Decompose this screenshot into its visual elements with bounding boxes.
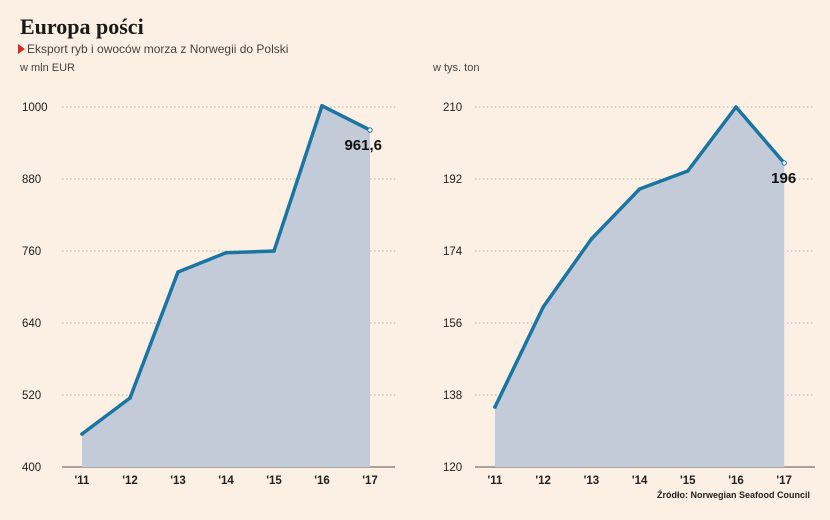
left-data-point — [128, 396, 132, 400]
left-data-point — [272, 249, 276, 253]
left-y-tick-label: 760 — [22, 246, 41, 258]
chart-subtitle: Eksport ryb i owoców morza z Norwegii do… — [18, 42, 288, 56]
right-x-tick-label: '15 — [680, 475, 696, 487]
right-last-value-label: 196 — [771, 170, 796, 187]
left-x-tick-label: '17 — [362, 475, 378, 487]
subtitle-text: Eksport ryb i owoców morza z Norwegii do… — [27, 42, 289, 56]
right-y-tick-label: 192 — [443, 174, 462, 186]
left-data-point — [224, 251, 228, 255]
triangle-marker-icon — [18, 44, 25, 54]
left-data-point — [367, 127, 373, 133]
right-data-point — [493, 405, 497, 409]
right-x-tick-label: '17 — [776, 475, 792, 487]
left-y-tick-label: 520 — [22, 390, 41, 402]
right-data-point — [781, 160, 787, 166]
left-x-tick-label: '12 — [122, 475, 138, 487]
left-x-tick-label: '14 — [218, 475, 234, 487]
right-data-point — [734, 105, 738, 109]
right-unit-label: w tys. ton — [433, 62, 480, 74]
right-y-tick-label: 210 — [443, 102, 462, 114]
right-x-tick-label: '13 — [584, 475, 600, 487]
right-y-tick-label: 174 — [443, 246, 463, 258]
left-data-point — [320, 104, 324, 108]
right-y-tick-label: 120 — [443, 462, 462, 474]
left-y-tick-label: 880 — [22, 174, 41, 186]
right-y-tick-label: 156 — [443, 318, 462, 330]
right-data-point — [589, 237, 594, 241]
left-area-fill — [82, 105, 370, 468]
left-data-point — [80, 432, 84, 436]
right-data-point — [686, 169, 690, 173]
left-data-point — [176, 270, 180, 274]
left-y-tick-label: 400 — [22, 462, 41, 474]
right-data-point — [541, 305, 545, 309]
left-x-tick-label: '16 — [314, 475, 330, 487]
left-x-tick-label: '13 — [170, 475, 186, 487]
left-unit-label: w mln EUR — [20, 62, 76, 74]
chart-title: Europa pości — [20, 14, 144, 39]
left-x-tick-label: '15 — [266, 475, 282, 487]
left-x-tick-label: '11 — [75, 475, 90, 487]
left-last-value-label: 961,6 — [344, 137, 382, 154]
right-area-fill — [495, 107, 785, 467]
left-y-tick-label: 640 — [22, 318, 41, 330]
right-y-tick-label: 138 — [443, 390, 462, 402]
right-x-tick-label: '11 — [488, 475, 503, 487]
right-x-tick-label: '14 — [632, 475, 648, 487]
right-x-tick-label: '12 — [535, 475, 551, 487]
right-data-point — [637, 187, 642, 191]
left-y-tick-label: 1000 — [22, 102, 48, 114]
right-x-tick-label: '16 — [728, 475, 744, 487]
source-note: Źródło: Norwegian Seafood Council — [657, 490, 810, 500]
